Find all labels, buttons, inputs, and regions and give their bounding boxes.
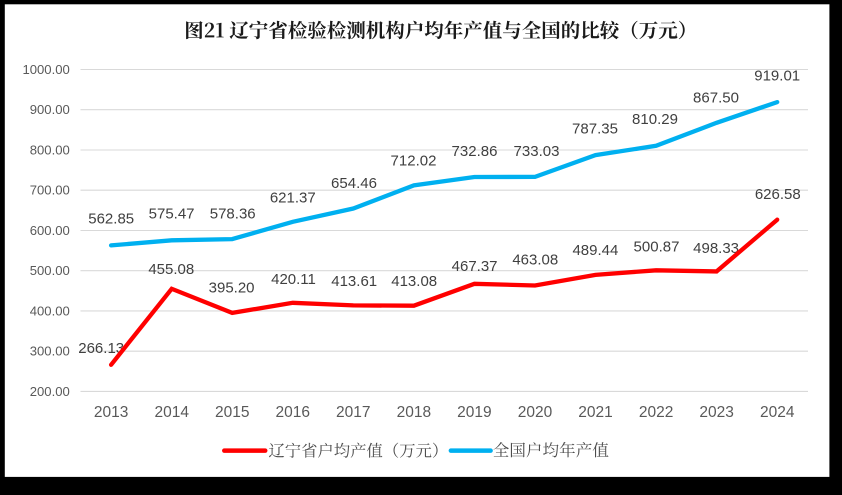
svg-text:626.58: 626.58 [755, 186, 801, 203]
svg-text:621.37: 621.37 [270, 189, 316, 206]
svg-text:2023: 2023 [699, 404, 733, 421]
svg-text:200.00: 200.00 [30, 384, 70, 399]
svg-text:2017: 2017 [336, 404, 370, 421]
svg-text:2014: 2014 [154, 404, 189, 421]
svg-text:1000.00: 1000.00 [22, 62, 69, 77]
svg-text:498.33: 498.33 [693, 240, 739, 257]
svg-text:575.47: 575.47 [149, 206, 195, 223]
svg-text:400.00: 400.00 [30, 303, 70, 318]
svg-text:867.50: 867.50 [693, 90, 739, 107]
svg-text:600.00: 600.00 [30, 223, 70, 238]
svg-text:413.61: 413.61 [331, 273, 377, 290]
svg-text:732.86: 732.86 [452, 143, 498, 160]
svg-text:900.00: 900.00 [30, 102, 70, 117]
svg-text:455.08: 455.08 [148, 261, 194, 278]
svg-text:810.29: 810.29 [632, 111, 678, 128]
svg-text:500.87: 500.87 [634, 238, 680, 255]
svg-text:2022: 2022 [639, 404, 673, 421]
svg-text:2019: 2019 [457, 404, 491, 421]
svg-text:2024: 2024 [760, 404, 795, 421]
svg-text:413.08: 413.08 [391, 273, 437, 290]
svg-text:712.02: 712.02 [391, 152, 437, 169]
svg-text:266.13: 266.13 [78, 340, 124, 357]
svg-text:919.01: 919.01 [754, 68, 800, 85]
svg-text:2016: 2016 [276, 404, 310, 421]
svg-text:2020: 2020 [518, 404, 553, 421]
svg-text:562.85: 562.85 [88, 211, 134, 228]
svg-text:700.00: 700.00 [30, 183, 70, 198]
svg-text:654.46: 654.46 [331, 175, 377, 192]
svg-text:733.03: 733.03 [514, 143, 560, 160]
svg-text:787.35: 787.35 [572, 121, 618, 138]
svg-text:2015: 2015 [215, 404, 249, 421]
svg-text:800.00: 800.00 [30, 142, 70, 157]
svg-text:300.00: 300.00 [30, 344, 70, 359]
svg-text:578.36: 578.36 [210, 206, 256, 223]
svg-text:2013: 2013 [94, 404, 128, 421]
svg-text:395.20: 395.20 [209, 280, 255, 297]
svg-text:467.37: 467.37 [452, 258, 498, 275]
svg-text:489.44: 489.44 [572, 242, 618, 259]
svg-text:463.08: 463.08 [512, 252, 558, 269]
svg-text:2018: 2018 [397, 404, 431, 421]
svg-text:500.00: 500.00 [30, 263, 70, 278]
svg-text:420.11: 420.11 [271, 271, 316, 288]
svg-text:2021: 2021 [578, 404, 612, 421]
